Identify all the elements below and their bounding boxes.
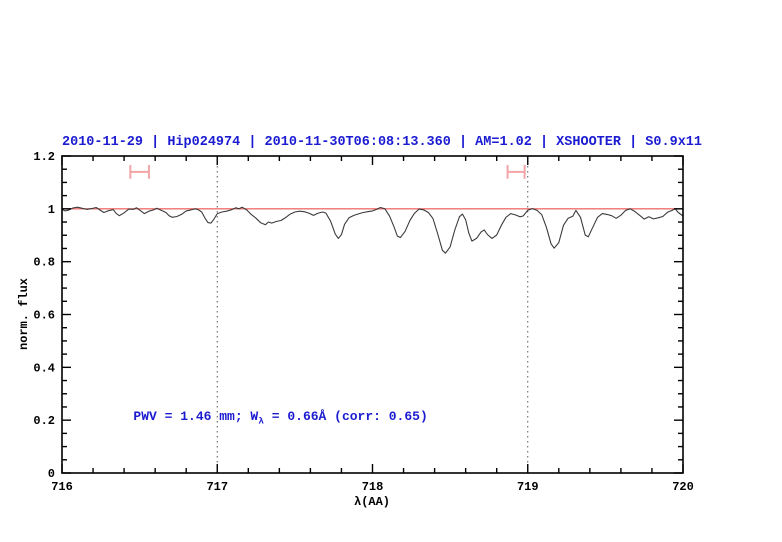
y-tick-label: 0.8 <box>33 256 55 270</box>
x-tick-label: 719 <box>517 480 539 494</box>
plot-title: 2010-11-29 | Hip024974 | 2010-11-30T06:0… <box>62 135 703 150</box>
plot-ticklabel-layer: 716 717 718 719 720 0 0.2 0.4 0.6 0.8 1 1.2 <box>33 150 693 494</box>
x-axis-label: λ(AA) <box>353 495 391 509</box>
y-axis-label: norm. flux <box>17 277 31 351</box>
x-tick-label: 718 <box>362 480 384 494</box>
plot-background-layer <box>62 156 683 473</box>
x-tick-label: 716 <box>51 480 73 494</box>
y-tick-label: 1 <box>48 203 55 217</box>
pwv-annotation: PWV = 1.46 mm; Wλ = 0.66Å (corr: 0.65) <box>133 409 427 427</box>
y-tick-label: 0 <box>48 467 55 481</box>
y-tick-label: 0.4 <box>33 361 55 375</box>
x-tick-label: 720 <box>672 480 694 494</box>
spectrum-line <box>61 206 684 254</box>
pwv-annotation-sub: λ <box>258 415 264 427</box>
y-tick-label: 0.2 <box>33 414 55 428</box>
x-tick-label: 717 <box>206 480 228 494</box>
band-marker <box>506 164 526 179</box>
pwv-annotation-suffix: = 0.66Å (corr: 0.65) <box>263 408 428 424</box>
band-marker <box>129 164 150 179</box>
plot-axes-layer <box>61 155 684 474</box>
y-tick-label: 1.2 <box>33 150 55 164</box>
y-tick-label: 0.6 <box>33 309 55 323</box>
plot-data-layer <box>61 164 684 254</box>
pwv-annotation-prefix: PWV = 1.46 mm; W <box>133 408 259 424</box>
